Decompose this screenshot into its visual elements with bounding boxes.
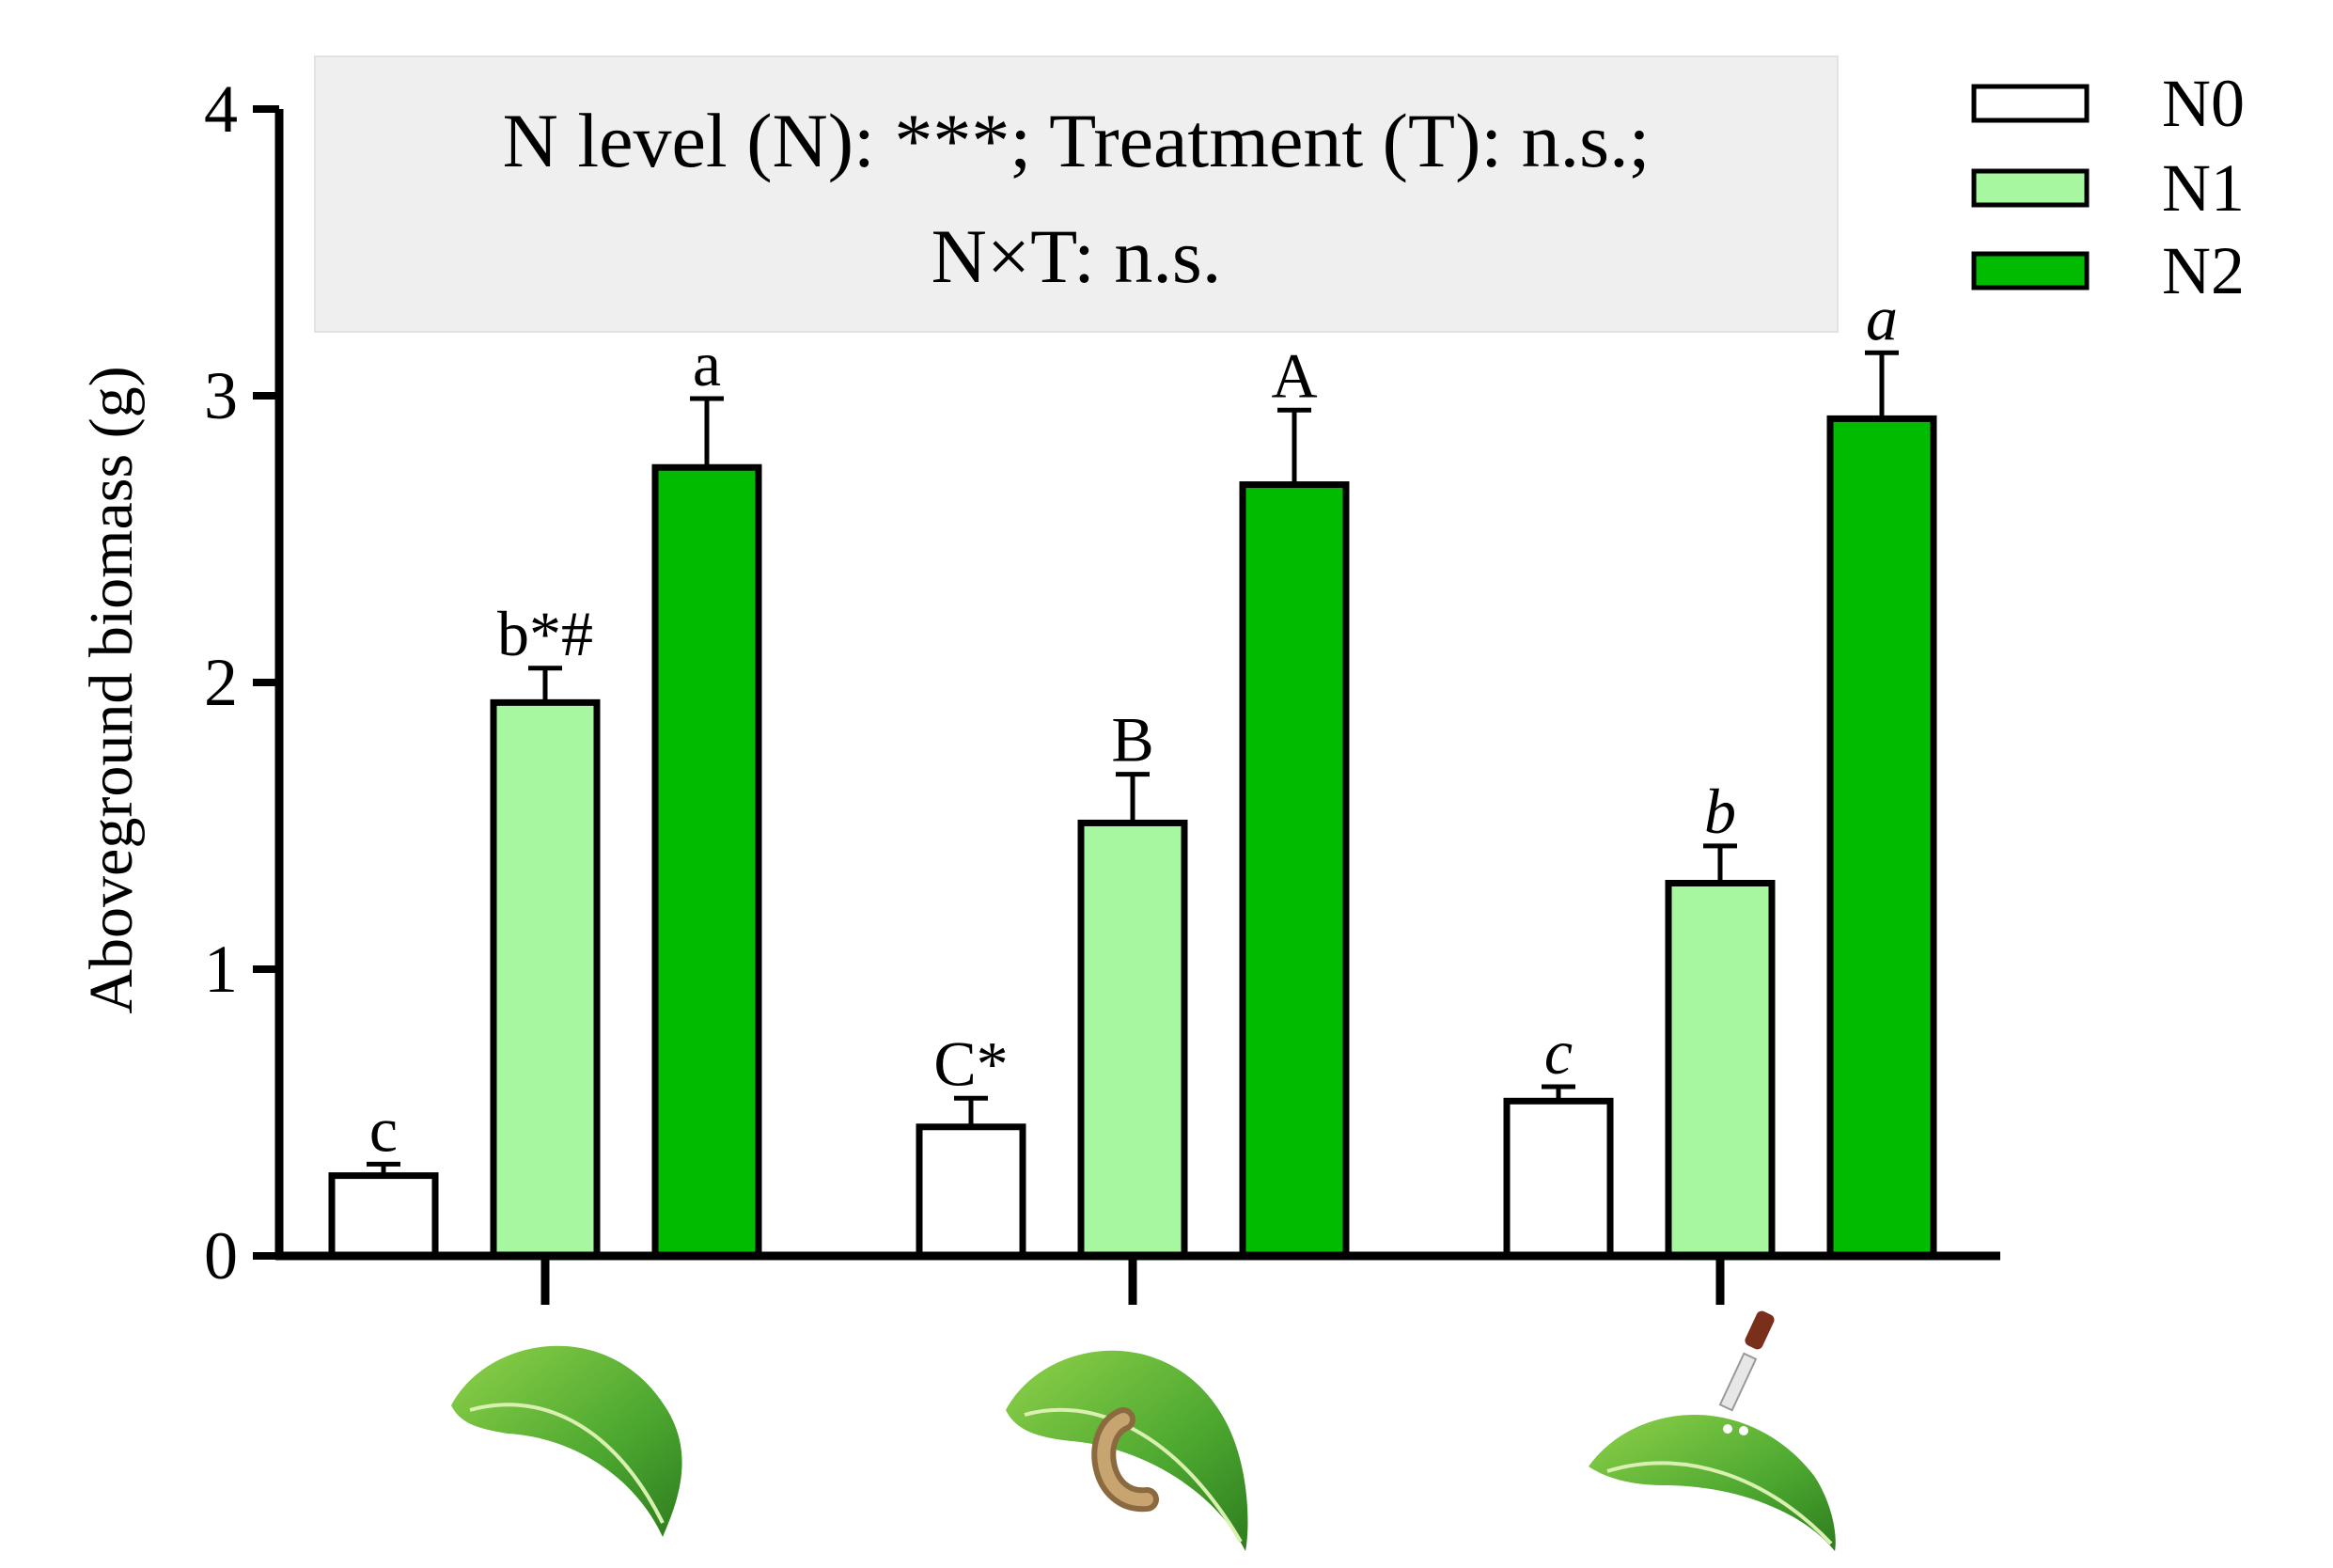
annotation-line-1: N level (N): ***; Treatment (T): n.s.;	[503, 98, 1651, 183]
bar-label-n2-2: A	[1271, 339, 1317, 411]
bar-group-n1-3: b	[1665, 776, 1776, 1260]
y-tick-label-3: 3	[204, 358, 238, 433]
legend-swatch-n2	[1971, 251, 2090, 290]
y-tick-label-4: 4	[204, 71, 238, 147]
bar-label-n1-3: b	[1704, 776, 1736, 847]
dropper-leaf-icon	[1589, 1310, 1836, 1551]
bar-group-n1-2: B	[1077, 704, 1188, 1260]
legend-item-n1: N1	[1971, 150, 2245, 226]
stats-annotation: N level (N): ***; Treatment (T): n.s.; N…	[314, 55, 1839, 333]
legend-item-n0: N0	[1971, 66, 2245, 141]
bar-n0-dropper-treated-leaf	[1503, 1097, 1614, 1260]
y-axis-label: Aboveground biomass (g)	[77, 366, 146, 1013]
bar-n0-caterpillar-damaged-leaf	[916, 1123, 1026, 1260]
bar-n1-caterpillar-damaged-leaf	[1077, 819, 1188, 1260]
annotation-box	[314, 55, 1839, 333]
bar-label-n1-1: b*#	[497, 598, 593, 669]
bar-n2-undamaged-leaf	[651, 463, 762, 1260]
bar-label-n0-1: c	[369, 1093, 398, 1165]
bar-group-n2-1: a	[651, 328, 762, 1260]
bar-n1-undamaged-leaf	[490, 698, 601, 1260]
legend-label-n1: N1	[2162, 150, 2245, 226]
intact-leaf-icon	[451, 1345, 682, 1537]
legend-swatch-n1	[1971, 168, 2090, 208]
bar-label-n0-2: C*	[933, 1027, 1008, 1099]
legend-item-n2: N2	[1971, 233, 2245, 308]
bar-group-n1-1: b*#	[490, 598, 601, 1260]
y-tick-label-2: 2	[204, 645, 238, 720]
bar-group-n0-1: c	[328, 1093, 439, 1260]
legend-label-n0: N0	[2162, 66, 2245, 141]
y-tick-label-0: 0	[204, 1218, 238, 1294]
bar-n0-undamaged-leaf	[328, 1172, 439, 1260]
bar-group-n0-2: C*	[916, 1027, 1026, 1260]
bar-label-n1-2: B	[1111, 704, 1153, 776]
bar-group-n2-3: a	[1826, 282, 1937, 1260]
plot-area: c C* c b*# Bb a Aa	[328, 282, 1937, 1260]
y-tick-label-1: 1	[204, 932, 238, 1007]
axes: 0 1 2 3 4	[204, 71, 2000, 1305]
legend-label-n2: N2	[2162, 233, 2245, 308]
bar-n1-dropper-treated-leaf	[1665, 880, 1776, 1260]
caterpillar-leaf-icon	[1006, 1350, 1248, 1551]
annotation-line-2: N×T: n.s.	[932, 213, 1222, 299]
bar-label-n2-1: a	[693, 328, 721, 400]
bar-group-n0-3: c	[1503, 1016, 1614, 1260]
bar-n2-caterpillar-damaged-leaf	[1239, 481, 1350, 1260]
bar-n2-dropper-treated-leaf	[1826, 415, 1937, 1260]
bar-group-n2-2: A	[1239, 339, 1350, 1260]
legend-swatch-n0	[1971, 84, 2090, 123]
bar-label-n0-3: c	[1544, 1016, 1573, 1088]
bar-label-n2-3: a	[1866, 282, 1898, 353]
